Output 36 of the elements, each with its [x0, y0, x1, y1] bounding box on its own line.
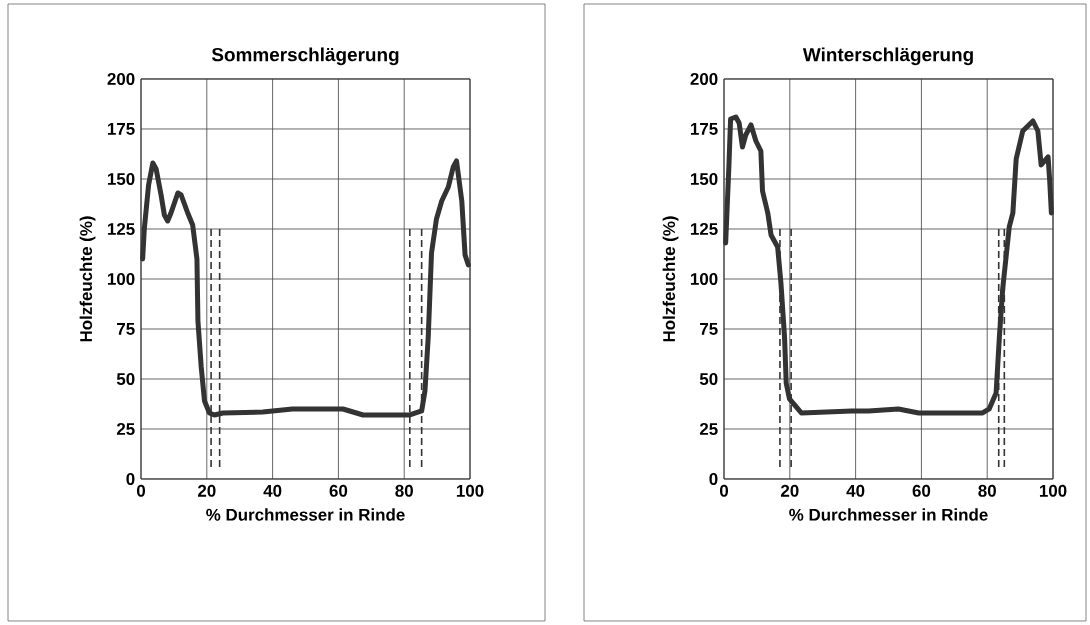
y-tick-label: 25: [699, 422, 718, 435]
y-tick-label: 175: [690, 123, 718, 135]
y-tick-label: 75: [117, 323, 135, 335]
x-tick-label: 60: [329, 484, 348, 497]
x-tick-label: 20: [780, 484, 799, 497]
y-tick-label: 150: [107, 172, 135, 185]
x-tick-label: 40: [846, 484, 865, 497]
chart-title: Winterschlägerung: [802, 47, 973, 66]
y-tick-label: 100: [690, 272, 718, 285]
x-tick-label: 80: [395, 484, 413, 497]
y-tick-label: 0: [709, 472, 718, 485]
x-tick-label: 20: [197, 484, 216, 497]
x-tick-label: 100: [1039, 484, 1067, 497]
y-tick-label: 200: [107, 72, 135, 85]
y-tick-label: 100: [107, 272, 135, 285]
y-tick-label: 75: [700, 323, 718, 335]
y-tick-label: 50: [699, 372, 718, 385]
y-tick-label: 0: [126, 472, 135, 485]
y-tick-label: 50: [116, 372, 135, 385]
y-tick-label: 150: [690, 172, 718, 185]
x-tick-label: 0: [136, 484, 146, 497]
x-axis-title: % Durchmesser in Rinde: [789, 508, 988, 521]
y-tick-label: 125: [107, 222, 135, 235]
x-tick-label: 0: [719, 484, 729, 497]
x-tick-label: 60: [912, 484, 931, 497]
y-axis-title: Holzfeuchte (%): [662, 216, 679, 342]
y-tick-label: 175: [107, 123, 135, 135]
y-tick-label: 25: [116, 422, 135, 435]
y-tick-label: 200: [690, 72, 718, 85]
x-tick-label: 80: [978, 484, 996, 497]
x-tick-label: 40: [263, 484, 282, 497]
chart-title: Sommerschlägerung: [211, 47, 399, 66]
x-axis-title: % Durchmesser in Rinde: [206, 508, 405, 521]
y-tick-label: 125: [690, 222, 718, 235]
x-tick-label: 100: [456, 484, 484, 497]
y-axis-title: Holzfeuchte (%): [79, 216, 96, 342]
